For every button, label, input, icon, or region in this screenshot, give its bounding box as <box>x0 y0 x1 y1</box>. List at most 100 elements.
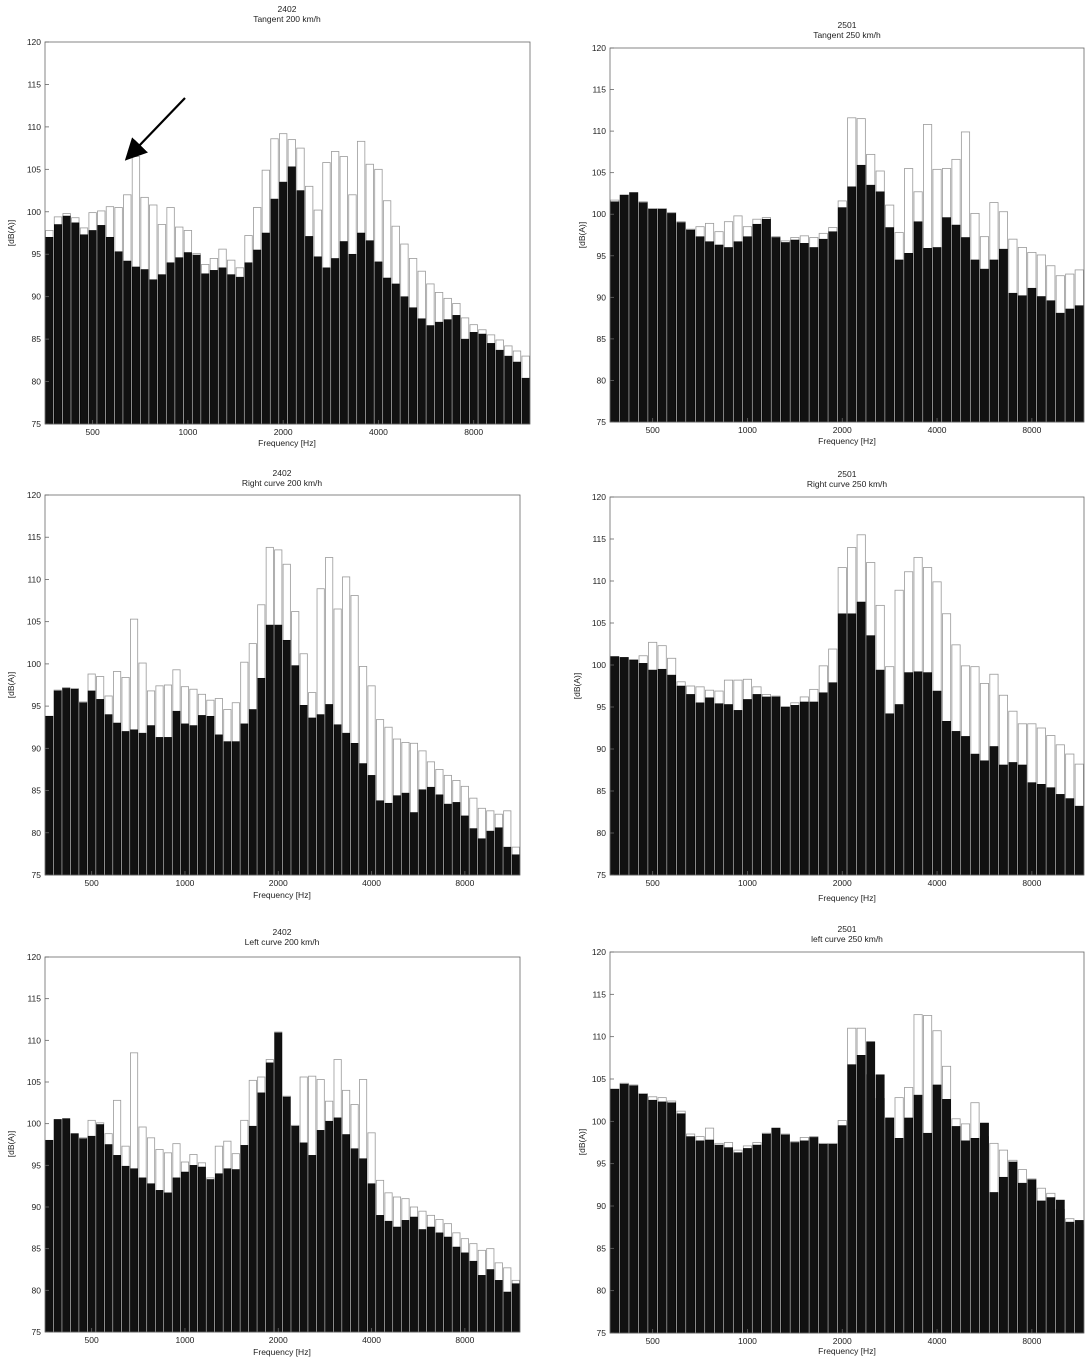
bar-filled <box>223 741 232 876</box>
bar-filled <box>932 690 942 876</box>
y-tick-label: 105 <box>27 1077 41 1087</box>
bar-filled <box>503 846 512 876</box>
y-tick-group: 75 80 85 90 95 100 105 110 115 120 <box>27 952 49 1337</box>
bar-filled <box>980 760 989 876</box>
bar-filled <box>469 828 478 876</box>
x-tick-label: 2000 <box>833 425 852 435</box>
y-tick-label: 90 <box>32 292 42 302</box>
bar-filled <box>1046 787 1056 876</box>
bar-filled <box>350 743 359 876</box>
bar-filled <box>121 1165 130 1333</box>
y-tick-label: 100 <box>27 207 41 217</box>
bar-filled <box>274 1032 283 1333</box>
bar-filled <box>53 1119 62 1333</box>
bar-filled <box>443 319 452 425</box>
bar-group <box>610 534 1084 876</box>
bar-filled <box>282 1096 291 1333</box>
x-tick-label: 1000 <box>175 1335 194 1345</box>
bar-filled <box>460 1252 469 1333</box>
bar-filled <box>384 802 393 876</box>
bar-filled <box>235 276 244 425</box>
y-tick-label: 85 <box>597 786 607 796</box>
chart-title-id: 2402 <box>273 927 292 937</box>
y-tick-label: 120 <box>592 43 606 53</box>
bar-filled <box>299 1142 308 1333</box>
bar-filled <box>70 688 79 876</box>
bar-filled <box>762 218 771 423</box>
bar-filled <box>460 815 469 876</box>
bar-filled <box>743 236 752 423</box>
bar-filled <box>70 1133 79 1333</box>
bar-filled <box>799 1140 809 1334</box>
bar-filled <box>393 1226 401 1333</box>
x-tick-label: 2000 <box>274 427 293 437</box>
bar-filled <box>155 737 164 876</box>
y-tick-label: 110 <box>27 122 41 132</box>
bar-filled <box>676 685 686 876</box>
bar-filled <box>894 1138 904 1334</box>
x-tick-label: 4000 <box>362 878 381 888</box>
bar-filled <box>667 674 677 876</box>
bar-filled <box>157 274 166 425</box>
bar-filled <box>308 717 317 876</box>
bar-filled <box>619 194 629 423</box>
bar-filled <box>629 659 639 876</box>
bar-filled <box>837 1125 847 1334</box>
bar-filled <box>469 1260 478 1333</box>
bar-filled <box>367 775 376 876</box>
bar-filled <box>733 1152 743 1334</box>
bar-filled <box>494 1280 503 1333</box>
bar-filled <box>648 669 658 876</box>
y-tick-label: 90 <box>32 1202 42 1212</box>
bar-filled <box>989 746 999 876</box>
bar-filled <box>257 677 266 876</box>
bar-filled <box>1036 1200 1046 1334</box>
bar-filled <box>942 1099 951 1334</box>
bar-filled <box>45 715 54 876</box>
bar-filled <box>856 1055 866 1334</box>
bar-filled <box>724 247 733 423</box>
x-tick-label: 1000 <box>738 425 757 435</box>
bar-filled <box>913 671 923 876</box>
bar-filled <box>705 697 714 876</box>
y-tick-label: 95 <box>597 1159 607 1169</box>
bar-filled <box>172 710 181 876</box>
bar-filled <box>138 732 147 876</box>
bar-filled <box>629 1085 639 1334</box>
bar-filled <box>1065 1221 1075 1334</box>
bar-filled <box>192 254 201 425</box>
bar-filled <box>313 256 322 425</box>
bar-filled <box>96 1124 105 1333</box>
bar-filled <box>257 1092 266 1333</box>
y-tick-label: 85 <box>597 334 607 344</box>
bar-filled <box>1036 784 1046 876</box>
y-tick-label: 80 <box>32 1285 42 1295</box>
chart-title-id: 2501 <box>838 20 857 30</box>
bar-filled <box>339 241 348 425</box>
x-tick-label: 500 <box>646 1336 660 1346</box>
chart-panel-tangent-200: 2402 Tangent 200 km/h Frequency [Hz] [dB… <box>6 4 531 448</box>
bar-filled <box>96 699 105 876</box>
bar-filled <box>97 225 106 425</box>
bar-filled <box>130 729 138 876</box>
x-tick-label: 8000 <box>1022 425 1041 435</box>
chart-title-id: 2402 <box>273 468 292 478</box>
bar-filled <box>743 1148 752 1334</box>
x-tick-group: 500 1000 2000 4000 8000 <box>646 871 1042 888</box>
bar-filled <box>875 191 885 423</box>
bar-filled <box>999 1176 1008 1334</box>
y-tick-label: 120 <box>27 952 41 962</box>
bar-filled <box>149 279 158 425</box>
bar-filled <box>206 715 215 876</box>
x-axis-label: Frequency [Hz] <box>253 1347 311 1357</box>
y-tick-label: 80 <box>32 828 42 838</box>
bar-filled <box>752 1144 762 1334</box>
x-tick-label: 8000 <box>455 1335 474 1345</box>
y-tick-label: 120 <box>27 490 41 500</box>
bar-filled <box>282 639 291 876</box>
bar-filled <box>130 1168 138 1333</box>
y-axis-label: [dB(A)] <box>6 1131 16 1157</box>
bar-filled <box>359 763 367 876</box>
bar-filled <box>970 753 980 876</box>
bar-group <box>45 1031 520 1333</box>
